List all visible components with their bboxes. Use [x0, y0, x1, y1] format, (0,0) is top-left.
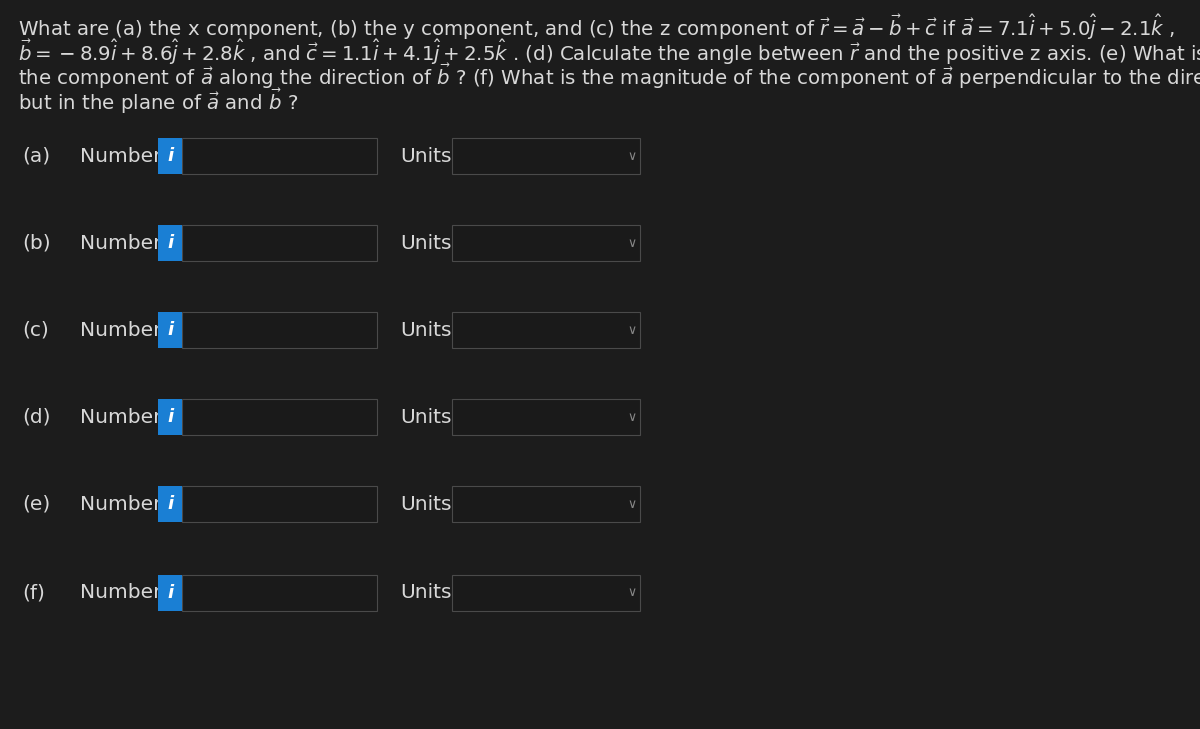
- FancyBboxPatch shape: [182, 575, 377, 611]
- Text: ∨: ∨: [628, 587, 636, 599]
- Text: i: i: [167, 321, 173, 339]
- FancyBboxPatch shape: [158, 225, 182, 261]
- Text: ∨: ∨: [628, 149, 636, 163]
- Text: Units: Units: [400, 408, 451, 426]
- Text: Number: Number: [80, 408, 162, 426]
- FancyBboxPatch shape: [452, 486, 640, 522]
- Text: ∨: ∨: [628, 410, 636, 424]
- FancyBboxPatch shape: [452, 225, 640, 261]
- Text: ∨: ∨: [628, 324, 636, 337]
- Text: (a): (a): [22, 147, 50, 165]
- FancyBboxPatch shape: [158, 486, 182, 522]
- Text: i: i: [167, 495, 173, 513]
- FancyBboxPatch shape: [182, 399, 377, 435]
- FancyBboxPatch shape: [182, 486, 377, 522]
- FancyBboxPatch shape: [182, 312, 377, 348]
- FancyBboxPatch shape: [452, 312, 640, 348]
- FancyBboxPatch shape: [158, 138, 182, 174]
- Text: ∨: ∨: [628, 497, 636, 510]
- FancyBboxPatch shape: [182, 225, 377, 261]
- Text: (c): (c): [22, 321, 49, 340]
- Text: Units: Units: [400, 147, 451, 165]
- FancyBboxPatch shape: [158, 399, 182, 435]
- Text: ∨: ∨: [628, 236, 636, 249]
- Text: Number: Number: [80, 583, 162, 602]
- FancyBboxPatch shape: [452, 399, 640, 435]
- Text: but in the plane of $\vec{a}$ and $\vec{b}$ ?: but in the plane of $\vec{a}$ and $\vec{…: [18, 87, 298, 117]
- FancyBboxPatch shape: [452, 575, 640, 611]
- Text: What are (a) the x component, (b) the y component, and (c) the z component of $\: What are (a) the x component, (b) the y …: [18, 12, 1175, 42]
- Text: (e): (e): [22, 494, 50, 513]
- Text: Units: Units: [400, 321, 451, 340]
- Text: i: i: [167, 234, 173, 252]
- Text: i: i: [167, 147, 173, 165]
- FancyBboxPatch shape: [452, 138, 640, 174]
- Text: Units: Units: [400, 494, 451, 513]
- Text: Number: Number: [80, 494, 162, 513]
- Text: i: i: [167, 584, 173, 602]
- Text: Number: Number: [80, 321, 162, 340]
- FancyBboxPatch shape: [158, 575, 182, 611]
- Text: Units: Units: [400, 583, 451, 602]
- FancyBboxPatch shape: [158, 312, 182, 348]
- Text: (d): (d): [22, 408, 50, 426]
- Text: i: i: [167, 408, 173, 426]
- Text: Number: Number: [80, 147, 162, 165]
- Text: $\vec{b} = -8.9\hat{i} + 8.6\hat{j} + 2.8\hat{k}$ , and $\vec{c} = 1.1\hat{i} + : $\vec{b} = -8.9\hat{i} + 8.6\hat{j} + 2.…: [18, 37, 1200, 67]
- Text: Units: Units: [400, 233, 451, 252]
- Text: (b): (b): [22, 233, 50, 252]
- Text: (f): (f): [22, 583, 44, 602]
- Text: Number: Number: [80, 233, 162, 252]
- FancyBboxPatch shape: [182, 138, 377, 174]
- Text: the component of $\vec{a}$ along the direction of $\vec{b}$ ? (f) What is the ma: the component of $\vec{a}$ along the dir…: [18, 62, 1200, 91]
